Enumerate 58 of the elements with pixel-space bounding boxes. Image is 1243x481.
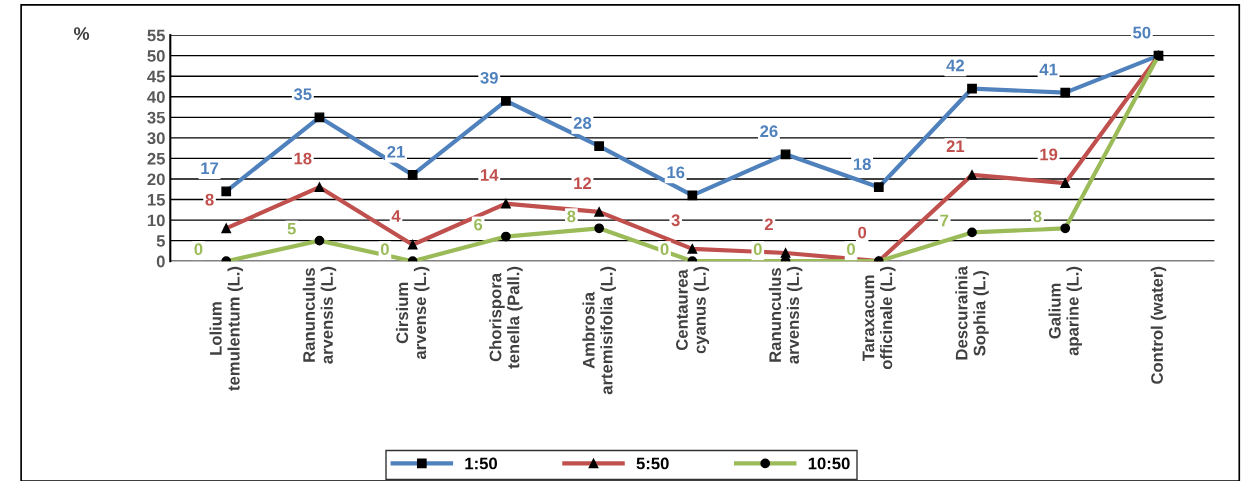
y-tick-label: 5 <box>156 235 165 247</box>
data-label: 8 <box>1033 210 1042 223</box>
data-label: 28 <box>573 117 592 129</box>
y-tick-label: 55 <box>147 29 165 42</box>
x-tick-label: Ranunculus arvensis (L.) <box>768 266 803 364</box>
y-tick-label: 45 <box>147 70 165 83</box>
data-label: 21 <box>387 145 405 158</box>
data-label: 39 <box>480 71 498 84</box>
x-tick-label: Cirsium arvense (L.) <box>395 266 430 360</box>
data-label: 0 <box>847 243 855 256</box>
data-label: 5 <box>287 222 296 235</box>
data-label: 3 <box>671 214 680 227</box>
data-label: 0 <box>380 243 389 256</box>
data-label: 17 <box>201 162 219 174</box>
x-tick-label: Centaurea cyanus (L.) <box>676 266 710 354</box>
x-tick-label: Ambrosia artemisifolia (L.) <box>582 266 616 395</box>
data-label: 8 <box>567 210 576 223</box>
data-label: 4 <box>391 210 401 222</box>
y-tick-label: 15 <box>147 194 165 206</box>
data-label: 19 <box>1040 148 1058 161</box>
x-tick-label: Taraxacum officinale (L.) <box>862 266 896 370</box>
data-label: 18 <box>853 158 871 171</box>
data-label: 8 <box>205 193 214 206</box>
data-label: 0 <box>753 243 762 256</box>
x-tick-label: Galium aparine (L.) <box>1048 266 1082 356</box>
data-label: 7 <box>940 214 949 227</box>
legend-label: 10:50 <box>808 457 850 470</box>
data-label: 12 <box>574 177 592 189</box>
legend-label: 5:50 <box>636 457 669 470</box>
y-tick-label: 10 <box>147 214 165 227</box>
y-axis-title: % <box>73 27 90 40</box>
data-label: 50 <box>1133 26 1151 39</box>
data-label: 14 <box>481 169 499 181</box>
data-label: 18 <box>294 152 312 165</box>
y-tick-label: 25 <box>147 152 165 165</box>
data-label: 16 <box>667 166 685 179</box>
x-tick-label: Lolium temulentum (L.) <box>209 266 243 391</box>
data-label: 35 <box>293 88 312 101</box>
y-tick-label: 50 <box>147 50 165 62</box>
x-tick-label: Ranunculus arvensis (L.) <box>302 266 337 364</box>
y-tick-label: 40 <box>147 91 165 103</box>
data-label: 21 <box>946 140 965 152</box>
data-label: 41 <box>1039 63 1058 76</box>
x-tick-label: Chorispora tenella (Pall.) <box>489 266 523 369</box>
y-tick-label: 30 <box>147 132 165 145</box>
data-label: 0 <box>660 243 669 256</box>
x-tick-label: Control (water) <box>1150 266 1167 384</box>
y-tick-label: 0 <box>156 255 165 268</box>
data-label: 6 <box>474 218 483 231</box>
y-tick-label: 35 <box>147 111 165 124</box>
y-tick-label: 20 <box>147 173 165 186</box>
data-label: 0 <box>858 226 867 239</box>
data-label: 42 <box>946 59 964 72</box>
data-label: 26 <box>760 125 778 138</box>
x-tick-label: Descurainia Sophia (L.) <box>955 265 989 360</box>
legend-label: 1:50 <box>465 457 498 470</box>
data-label: 0 <box>194 243 203 256</box>
data-label: 2 <box>764 218 773 231</box>
